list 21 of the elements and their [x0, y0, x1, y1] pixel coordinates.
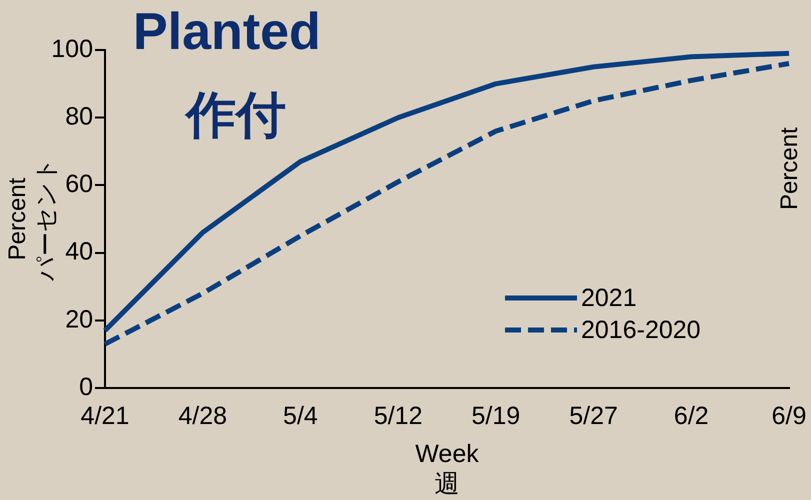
text: 作付 [186, 85, 286, 146]
y-tick-label: 100 [51, 34, 93, 63]
x-tick-label: 4/21 [80, 402, 130, 430]
x-tick-label: 5/4 [283, 402, 318, 430]
legend-label: 2016-2020 [581, 316, 701, 344]
x-tick-label: 6/2 [674, 402, 709, 430]
x-axis-title: Week 週 [415, 440, 480, 498]
legend-label: 2021 [581, 284, 637, 312]
y-axis-title: Percent パーセント [4, 157, 60, 282]
x-tick-label: 5/27 [569, 402, 618, 430]
x-tick-label: 6/9 [772, 402, 806, 430]
x-tick-label: 5/12 [374, 402, 422, 430]
y-tick-label: 40 [65, 238, 93, 266]
annotation: Percent [776, 127, 804, 210]
y-tick-label: 60 [65, 170, 93, 198]
chart-title: Planted [133, 2, 321, 62]
x-tick-label: 4/28 [178, 402, 228, 430]
y-tick-label: 20 [65, 305, 93, 334]
y-tick-label: 0 [79, 372, 93, 401]
y-tick-label: 80 [65, 102, 93, 130]
x-tick-label: 5/19 [472, 402, 520, 430]
